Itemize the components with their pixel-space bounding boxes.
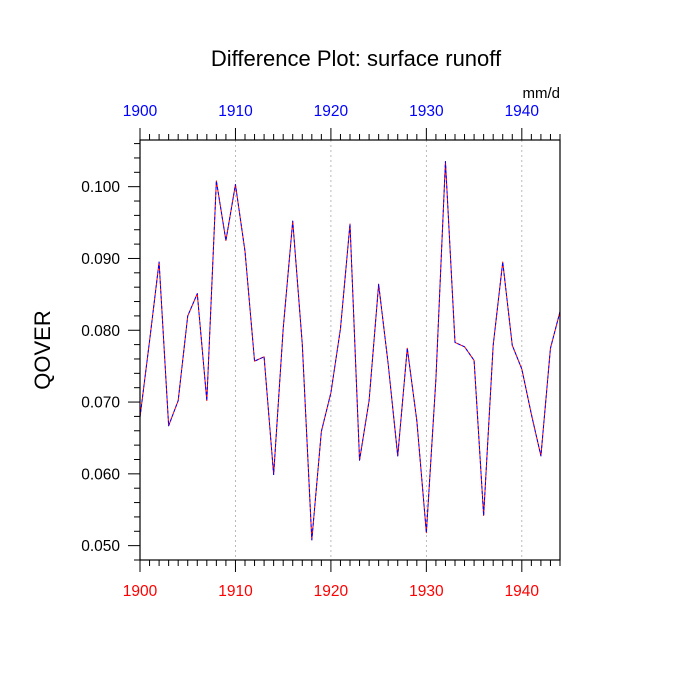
series-line-2 (140, 161, 560, 541)
tick-layer (128, 128, 561, 572)
top-x-tick-label: 1910 (218, 103, 253, 120)
y-tick-label: 0.090 (81, 251, 120, 268)
bottom-x-tick-label: 1940 (505, 583, 540, 600)
grid-layer (235, 140, 523, 560)
bottom-x-tick-label: 1900 (123, 583, 158, 600)
bottom-x-tick-label: 1910 (218, 583, 253, 600)
y-tick-label: 0.050 (81, 538, 120, 555)
label-layer: 1900 1900 1910 1910 1920 1920 1930 1930 1940 1940… (81, 103, 539, 600)
y-tick-label: 0.100 (81, 179, 120, 196)
series-layer (140, 161, 560, 541)
chart-title: Difference Plot: surface runoff (211, 46, 502, 71)
bottom-x-tick-label: 1930 (409, 583, 444, 600)
y-axis-title: QOVER (30, 310, 55, 389)
units-label: mm/d (523, 85, 561, 102)
y-tick-label: 0.070 (81, 395, 120, 412)
y-tick-label: 0.080 (81, 323, 120, 340)
top-x-tick-label: 1940 (505, 103, 540, 120)
top-x-tick-label: 1900 (123, 103, 158, 120)
bottom-x-tick-label: 1920 (314, 583, 349, 600)
y-tick-label: 0.060 (81, 466, 120, 483)
top-x-tick-label: 1930 (409, 103, 444, 120)
top-x-tick-label: 1920 (314, 103, 349, 120)
